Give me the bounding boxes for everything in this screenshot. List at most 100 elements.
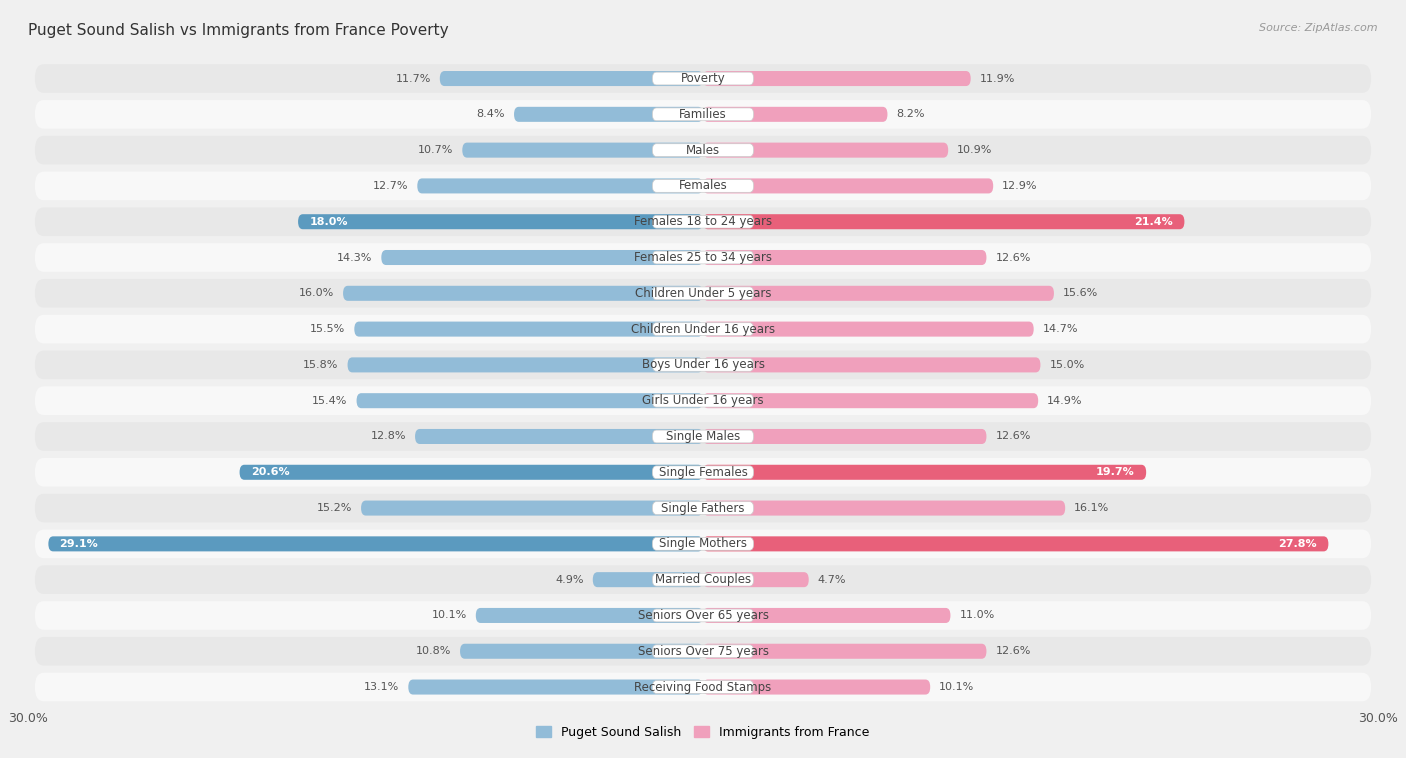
Text: Married Couples: Married Couples bbox=[655, 573, 751, 586]
Text: 12.9%: 12.9% bbox=[1002, 181, 1038, 191]
FancyBboxPatch shape bbox=[35, 637, 1371, 666]
FancyBboxPatch shape bbox=[703, 321, 1033, 337]
FancyBboxPatch shape bbox=[35, 243, 1371, 272]
Text: 20.6%: 20.6% bbox=[250, 467, 290, 478]
FancyBboxPatch shape bbox=[415, 429, 703, 444]
FancyBboxPatch shape bbox=[652, 72, 754, 85]
Text: Puget Sound Salish vs Immigrants from France Poverty: Puget Sound Salish vs Immigrants from Fr… bbox=[28, 23, 449, 38]
Text: 10.7%: 10.7% bbox=[418, 145, 453, 155]
Text: 12.6%: 12.6% bbox=[995, 252, 1031, 262]
Text: Seniors Over 75 years: Seniors Over 75 years bbox=[637, 645, 769, 658]
Text: Single Mothers: Single Mothers bbox=[659, 537, 747, 550]
Text: Males: Males bbox=[686, 143, 720, 157]
FancyBboxPatch shape bbox=[703, 465, 1146, 480]
FancyBboxPatch shape bbox=[35, 64, 1371, 93]
Text: 15.2%: 15.2% bbox=[316, 503, 352, 513]
Text: Source: ZipAtlas.com: Source: ZipAtlas.com bbox=[1260, 23, 1378, 33]
FancyBboxPatch shape bbox=[35, 136, 1371, 164]
FancyBboxPatch shape bbox=[35, 458, 1371, 487]
Text: 12.8%: 12.8% bbox=[371, 431, 406, 441]
FancyBboxPatch shape bbox=[652, 144, 754, 156]
FancyBboxPatch shape bbox=[475, 608, 703, 623]
FancyBboxPatch shape bbox=[703, 178, 993, 193]
FancyBboxPatch shape bbox=[652, 251, 754, 264]
Text: Females: Females bbox=[679, 180, 727, 193]
FancyBboxPatch shape bbox=[35, 171, 1371, 200]
Text: Single Fathers: Single Fathers bbox=[661, 502, 745, 515]
FancyBboxPatch shape bbox=[440, 71, 703, 86]
FancyBboxPatch shape bbox=[515, 107, 703, 122]
Text: 15.5%: 15.5% bbox=[311, 324, 346, 334]
FancyBboxPatch shape bbox=[703, 286, 1054, 301]
Text: 15.0%: 15.0% bbox=[1049, 360, 1084, 370]
FancyBboxPatch shape bbox=[460, 644, 703, 659]
FancyBboxPatch shape bbox=[347, 357, 703, 372]
FancyBboxPatch shape bbox=[652, 215, 754, 228]
Text: 8.2%: 8.2% bbox=[897, 109, 925, 119]
FancyBboxPatch shape bbox=[652, 394, 754, 407]
FancyBboxPatch shape bbox=[703, 107, 887, 122]
Text: 14.9%: 14.9% bbox=[1047, 396, 1083, 406]
FancyBboxPatch shape bbox=[418, 178, 703, 193]
FancyBboxPatch shape bbox=[48, 537, 703, 551]
Text: 16.0%: 16.0% bbox=[299, 288, 335, 299]
Text: Females 18 to 24 years: Females 18 to 24 years bbox=[634, 215, 772, 228]
Text: 15.4%: 15.4% bbox=[312, 396, 347, 406]
Text: 12.7%: 12.7% bbox=[373, 181, 408, 191]
FancyBboxPatch shape bbox=[703, 250, 987, 265]
FancyBboxPatch shape bbox=[35, 565, 1371, 594]
FancyBboxPatch shape bbox=[703, 572, 808, 587]
FancyBboxPatch shape bbox=[408, 679, 703, 694]
FancyBboxPatch shape bbox=[463, 143, 703, 158]
Text: 16.1%: 16.1% bbox=[1074, 503, 1109, 513]
Text: 27.8%: 27.8% bbox=[1278, 539, 1317, 549]
FancyBboxPatch shape bbox=[652, 573, 754, 586]
FancyBboxPatch shape bbox=[35, 601, 1371, 630]
Text: Single Females: Single Females bbox=[658, 465, 748, 479]
Text: 8.4%: 8.4% bbox=[477, 109, 505, 119]
Text: Children Under 16 years: Children Under 16 years bbox=[631, 323, 775, 336]
Text: 29.1%: 29.1% bbox=[59, 539, 98, 549]
Text: 10.9%: 10.9% bbox=[957, 145, 993, 155]
FancyBboxPatch shape bbox=[357, 393, 703, 409]
Text: 10.8%: 10.8% bbox=[416, 647, 451, 656]
Text: 14.7%: 14.7% bbox=[1043, 324, 1078, 334]
FancyBboxPatch shape bbox=[652, 466, 754, 478]
FancyBboxPatch shape bbox=[35, 530, 1371, 558]
Text: 4.7%: 4.7% bbox=[818, 575, 846, 584]
Text: Children Under 5 years: Children Under 5 years bbox=[634, 287, 772, 300]
Text: Girls Under 16 years: Girls Under 16 years bbox=[643, 394, 763, 407]
Text: Families: Families bbox=[679, 108, 727, 121]
FancyBboxPatch shape bbox=[703, 143, 948, 158]
FancyBboxPatch shape bbox=[35, 100, 1371, 129]
Legend: Puget Sound Salish, Immigrants from France: Puget Sound Salish, Immigrants from Fran… bbox=[531, 721, 875, 744]
FancyBboxPatch shape bbox=[381, 250, 703, 265]
Text: Boys Under 16 years: Boys Under 16 years bbox=[641, 359, 765, 371]
Text: 11.0%: 11.0% bbox=[959, 610, 994, 621]
Text: 15.6%: 15.6% bbox=[1063, 288, 1098, 299]
FancyBboxPatch shape bbox=[239, 465, 703, 480]
FancyBboxPatch shape bbox=[703, 215, 1184, 229]
FancyBboxPatch shape bbox=[361, 500, 703, 515]
FancyBboxPatch shape bbox=[703, 429, 987, 444]
FancyBboxPatch shape bbox=[354, 321, 703, 337]
FancyBboxPatch shape bbox=[35, 279, 1371, 308]
FancyBboxPatch shape bbox=[593, 572, 703, 587]
Text: 14.3%: 14.3% bbox=[337, 252, 373, 262]
Text: 11.9%: 11.9% bbox=[980, 74, 1015, 83]
FancyBboxPatch shape bbox=[652, 681, 754, 694]
FancyBboxPatch shape bbox=[703, 393, 1038, 409]
Text: 18.0%: 18.0% bbox=[309, 217, 347, 227]
FancyBboxPatch shape bbox=[652, 359, 754, 371]
Text: 19.7%: 19.7% bbox=[1097, 467, 1135, 478]
FancyBboxPatch shape bbox=[703, 71, 970, 86]
Text: 12.6%: 12.6% bbox=[995, 431, 1031, 441]
FancyBboxPatch shape bbox=[35, 387, 1371, 415]
FancyBboxPatch shape bbox=[35, 351, 1371, 379]
Text: 13.1%: 13.1% bbox=[364, 682, 399, 692]
FancyBboxPatch shape bbox=[652, 502, 754, 515]
FancyBboxPatch shape bbox=[703, 500, 1066, 515]
FancyBboxPatch shape bbox=[652, 609, 754, 622]
Text: Single Males: Single Males bbox=[666, 430, 740, 443]
FancyBboxPatch shape bbox=[35, 422, 1371, 451]
